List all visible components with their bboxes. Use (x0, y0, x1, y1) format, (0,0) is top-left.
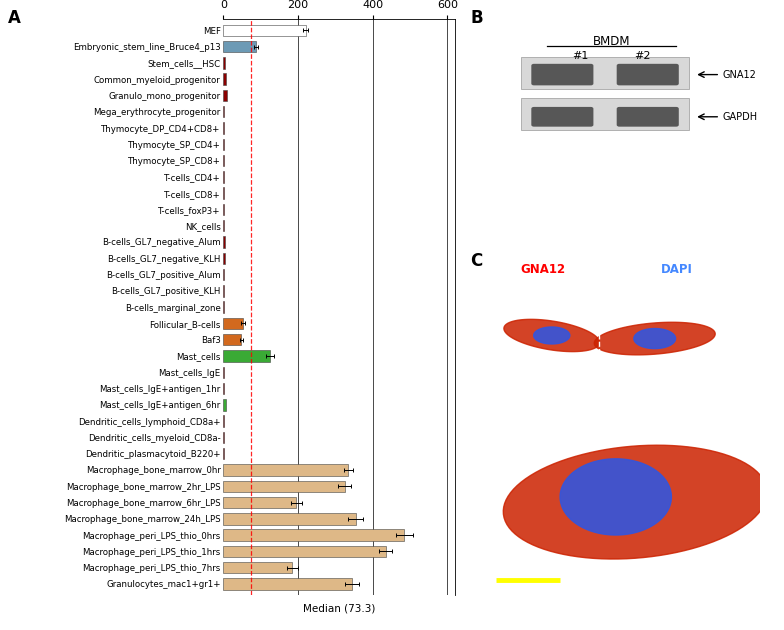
Bar (223, 546, 386, 557)
Bar (223, 57, 225, 69)
Bar (223, 562, 292, 573)
Text: Median (73.3): Median (73.3) (303, 604, 376, 614)
Bar (521, 57, 689, 89)
Text: BMDM: BMDM (593, 35, 630, 48)
Text: GNA12: GNA12 (521, 263, 566, 276)
Bar (223, 497, 296, 508)
Bar (223, 253, 225, 264)
Bar (223, 513, 356, 525)
Text: #2: #2 (634, 51, 651, 61)
FancyBboxPatch shape (532, 107, 593, 127)
FancyBboxPatch shape (532, 64, 593, 86)
Polygon shape (633, 328, 676, 348)
Bar (223, 464, 348, 476)
Bar (599, 273, 752, 394)
Bar (223, 399, 226, 411)
FancyBboxPatch shape (617, 107, 679, 127)
Bar (223, 481, 345, 492)
Bar (223, 89, 227, 101)
Bar (223, 236, 225, 248)
Bar (521, 98, 689, 130)
Bar (223, 529, 405, 541)
Bar (223, 74, 227, 85)
Polygon shape (534, 327, 570, 344)
Polygon shape (594, 323, 715, 355)
Bar (223, 318, 243, 329)
Text: #1: #1 (572, 51, 589, 61)
Text: GAPDH: GAPDH (723, 112, 758, 122)
Polygon shape (560, 459, 671, 535)
Bar (223, 41, 256, 52)
Text: A: A (8, 9, 20, 28)
FancyBboxPatch shape (617, 64, 679, 86)
Bar (223, 350, 270, 362)
Polygon shape (503, 445, 768, 559)
Polygon shape (504, 319, 600, 352)
Bar (223, 334, 241, 345)
Text: DAPI: DAPI (661, 263, 693, 276)
Text: GNA12: GNA12 (723, 69, 757, 79)
Text: B: B (470, 9, 483, 28)
Text: C: C (470, 252, 483, 270)
Bar (223, 578, 352, 590)
Bar (223, 25, 306, 36)
